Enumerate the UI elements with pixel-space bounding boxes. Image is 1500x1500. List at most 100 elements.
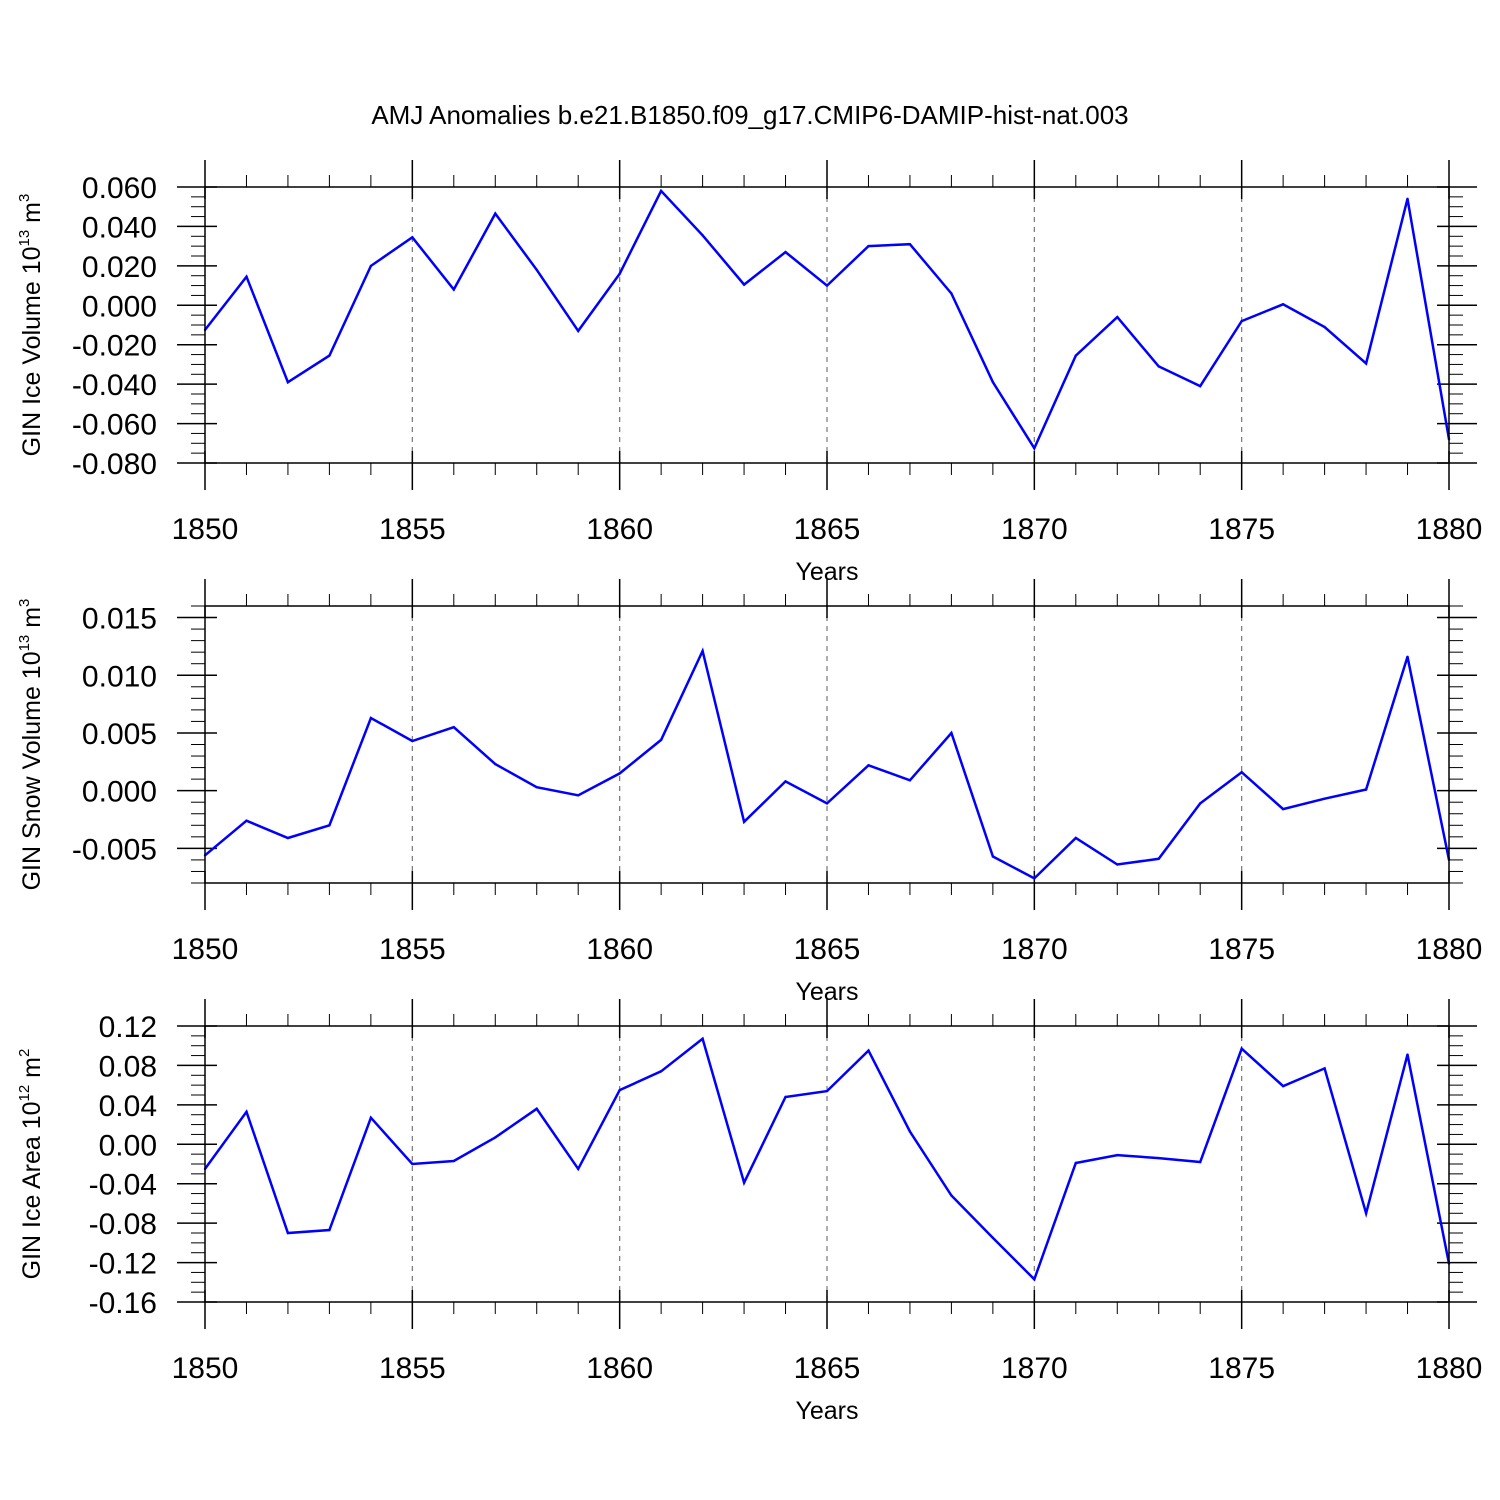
- snow-volume-point-1875: [1240, 771, 1243, 774]
- snow-volume-ylabel-unit: m: [18, 607, 46, 635]
- ice-area-ytick-label-3: 0.00: [99, 1129, 157, 1162]
- ice-area-ytick-label-4: -0.04: [89, 1169, 157, 1202]
- snow-volume-xtick-label-1860: 1860: [586, 933, 653, 966]
- ice-area-point-1874: [1199, 1160, 1202, 1164]
- ice-area-xtick-label-1850: 1850: [172, 1352, 239, 1385]
- ice-volume-plot-frame: [204, 186, 1450, 464]
- ice-area-point-1851: [245, 1110, 248, 1114]
- ice-area-xtick-label-1865: 1865: [794, 1352, 861, 1385]
- ice-area-point-1868: [950, 1194, 953, 1197]
- snow-volume-plot-frame: [204, 605, 1450, 884]
- snow-volume-point-1865: [825, 802, 829, 805]
- snow-volume-point-1858: [535, 786, 538, 789]
- ice-area-point-1871: [1074, 1161, 1078, 1165]
- ice-volume-ylabel-unit: m: [18, 202, 46, 230]
- ice-volume-point-1857: [494, 212, 497, 215]
- ice-volume-xtick-label-1860: 1860: [586, 513, 653, 546]
- ice-volume-point-1870: [1033, 447, 1036, 450]
- ice-area-ytick-label-7: -0.16: [89, 1287, 157, 1320]
- ice-volume-point-1872: [1116, 315, 1119, 319]
- ice-volume-point-1879: [1406, 197, 1409, 200]
- snow-volume-point-1856: [452, 726, 455, 729]
- ice-volume-point-1876: [1281, 303, 1285, 306]
- panel-snow-volume: 0.015 0.010 0.005 0.000 -0.005 1850 1855 1860 1…: [16, 579, 1482, 1006]
- ice-volume-xtick-label-1870: 1870: [1001, 513, 1068, 546]
- ice-area-point-1853: [328, 1228, 331, 1232]
- ice-area-ylabel-main: GIN Ice Area 10: [18, 1101, 46, 1279]
- ice-area-point-1859: [577, 1167, 580, 1171]
- ice-area-xtick-label-1870: 1870: [1001, 1352, 1068, 1385]
- ice-area-point-1854: [369, 1116, 373, 1119]
- ice-area-ylabel-unit-exponent: 2: [16, 1049, 33, 1057]
- ice-area-plot-frame: [204, 1025, 1450, 1303]
- ice-volume-point-1859: [577, 329, 580, 333]
- ice-volume-ytick-label-5: -0.040: [72, 369, 157, 402]
- ice-area-point-1878: [1364, 1212, 1368, 1215]
- snow-volume-xtick-label-1880: 1880: [1416, 933, 1483, 966]
- snow-volume-point-1878: [1364, 788, 1368, 791]
- ice-volume-ytick-label-6: -0.060: [72, 409, 157, 442]
- ice-volume-point-1873: [1157, 365, 1160, 368]
- ice-volume-point-1855: [411, 236, 414, 239]
- ice-volume-point-1853: [328, 354, 331, 357]
- ice-volume-point-1861: [659, 189, 663, 193]
- snow-volume-ylabel-main: GIN Snow Volume 10: [18, 651, 46, 890]
- snow-volume-ytick-label-1: 0.010: [82, 660, 157, 693]
- snow-volume-point-1877: [1323, 797, 1326, 800]
- ice-volume-point-1875: [1240, 319, 1243, 323]
- snow-volume-xtick-label-1875: 1875: [1208, 933, 1275, 966]
- snow-volume-point-1869: [991, 855, 995, 858]
- ice-area-ytick-label-6: -0.12: [89, 1248, 157, 1281]
- ice-volume-point-1856: [452, 288, 455, 291]
- ice-volume-ylabel-exponent: 13: [16, 230, 33, 247]
- ice-area-point-1875: [1240, 1047, 1243, 1050]
- ice-area-point-1877: [1323, 1067, 1326, 1070]
- snow-volume-point-1853: [328, 824, 331, 827]
- ice-volume-ytick-label-7: -0.080: [72, 448, 157, 481]
- ice-area-point-1879: [1406, 1053, 1409, 1056]
- ice-area-point-1864: [784, 1095, 787, 1099]
- ice-volume-point-1868: [950, 292, 953, 295]
- ice-area-point-1872: [1116, 1153, 1119, 1157]
- ice-area-point-1876: [1281, 1084, 1285, 1088]
- snow-volume-point-1852: [286, 836, 290, 840]
- ice-volume-point-1862: [701, 234, 704, 237]
- ice-volume-ytick-label-0: 0.060: [82, 172, 157, 205]
- snow-volume-point-1868: [950, 731, 953, 735]
- ice-volume-ytick-label-3: 0.000: [82, 290, 157, 323]
- ice-volume-point-1871: [1074, 354, 1078, 357]
- snow-volume-point-1857: [494, 762, 497, 766]
- ice-area-xtick-label-1855: 1855: [379, 1352, 446, 1385]
- snow-volume-ylabel: GIN Snow Volume 1013 m3: [16, 599, 46, 891]
- ice-volume-point-1852: [286, 381, 290, 384]
- ice-area-point-1863: [742, 1181, 746, 1184]
- ice-area-ytick-label-5: -0.08: [89, 1208, 157, 1241]
- ice-volume-point-1874: [1199, 384, 1202, 388]
- ice-area-point-1855: [411, 1162, 414, 1166]
- snow-volume-point-1854: [369, 716, 373, 720]
- ice-area-point-1861: [659, 1070, 663, 1073]
- snow-volume-xtick-label-1865: 1865: [794, 933, 861, 966]
- ice-volume-point-1877: [1323, 325, 1326, 329]
- ice-area-ylabel-unit: m: [18, 1057, 46, 1085]
- ice-volume-xtick-label-1865: 1865: [794, 513, 861, 546]
- snow-volume-point-1872: [1116, 863, 1119, 866]
- ice-area-point-1860: [618, 1088, 621, 1092]
- ice-volume-xtick-label-1875: 1875: [1208, 513, 1275, 546]
- ice-area-ytick-label-1: 0.08: [99, 1050, 157, 1083]
- ice-volume-point-1864: [784, 250, 787, 254]
- ice-volume-point-1851: [245, 275, 248, 278]
- ice-volume-point-1854: [369, 264, 373, 268]
- snow-volume-point-1861: [659, 738, 663, 742]
- snow-volume-point-1863: [742, 820, 746, 823]
- snow-volume-xtick-label-1855: 1855: [379, 933, 446, 966]
- snow-volume-point-1876: [1281, 807, 1285, 811]
- ice-volume-ytick-label-2: 0.020: [82, 251, 157, 284]
- snow-volume-point-1851: [245, 819, 248, 822]
- ice-area-point-1867: [908, 1130, 912, 1133]
- ice-volume-ylabel-unit-exponent: 3: [16, 194, 33, 202]
- snow-volume-point-1860: [618, 772, 621, 775]
- snow-volume-point-1867: [908, 779, 912, 782]
